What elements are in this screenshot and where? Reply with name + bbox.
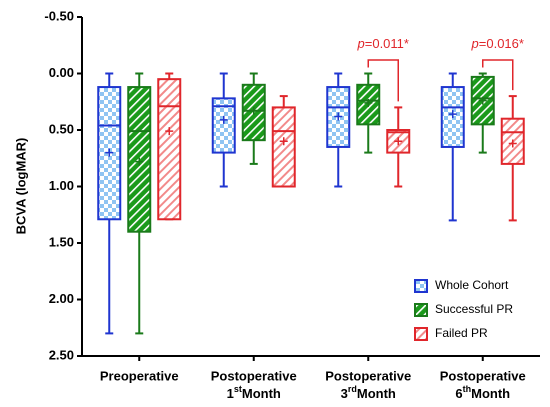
- legend-label: Whole Cohort: [435, 278, 509, 292]
- y-tick-label: 1.00: [49, 178, 74, 193]
- y-axis-label: BCVA (logMAR): [13, 138, 28, 235]
- annotation: p=0.016*: [471, 36, 524, 51]
- ordinal: 6: [455, 386, 462, 401]
- annotation-text: =0.011*: [365, 36, 409, 51]
- ordinal: 1: [227, 386, 234, 401]
- ordinal-suffix: th: [463, 384, 472, 394]
- annotation-italic: p: [357, 36, 365, 51]
- annotation-italic: p: [471, 36, 479, 51]
- box: [271, 106, 296, 188]
- x-tick-label: Postoperative: [211, 368, 297, 383]
- x-tick-label: Preoperative: [100, 368, 179, 383]
- mean-marker: [508, 139, 517, 148]
- y-tick-label: 0.50: [49, 121, 74, 136]
- mean-marker: [448, 110, 457, 119]
- y-tick-label: -0.50: [44, 8, 74, 23]
- x-tick-label: Postoperative: [440, 368, 526, 383]
- legend-swatch: [414, 327, 428, 341]
- y-tick-label: 2.50: [49, 347, 74, 362]
- unit: Month: [242, 386, 281, 401]
- mean-marker: [165, 127, 174, 136]
- ordinal-suffix: st: [234, 384, 242, 394]
- box: [157, 78, 182, 221]
- mean-marker: [135, 157, 144, 166]
- mean-marker: [279, 137, 288, 146]
- ordinal-suffix: rd: [348, 384, 357, 394]
- legend-label: Successful PR: [435, 302, 513, 316]
- y-tick-label: 0.00: [49, 65, 74, 80]
- mean-marker: [105, 148, 114, 157]
- x-tick-label: 6thMonth: [455, 384, 510, 401]
- legend-swatch: [414, 303, 428, 317]
- mean-marker: [219, 115, 228, 124]
- legend-swatch: [414, 279, 428, 293]
- legend-label: Failed PR: [435, 326, 488, 340]
- y-tick-label: 1.50: [49, 234, 74, 249]
- mean-marker: [249, 106, 258, 115]
- mean-marker: [364, 98, 373, 107]
- y-tick-label: 2.00: [49, 291, 74, 306]
- unit: Month: [471, 386, 510, 401]
- significance-bracket: [367, 59, 399, 102]
- mean-marker: [394, 137, 403, 146]
- x-tick-label: 1stMonth: [227, 384, 281, 401]
- x-tick-label: 3rdMonth: [341, 384, 396, 401]
- x-tick-label: Postoperative: [325, 368, 411, 383]
- ordinal: 3: [341, 386, 348, 401]
- significance-bracket: [482, 59, 514, 91]
- box: [211, 97, 236, 154]
- annotation-text: =0.016*: [479, 36, 524, 51]
- mean-marker: [334, 112, 343, 121]
- mean-marker: [478, 96, 487, 105]
- unit: Month: [357, 386, 396, 401]
- annotation: p=0.011*: [357, 36, 409, 51]
